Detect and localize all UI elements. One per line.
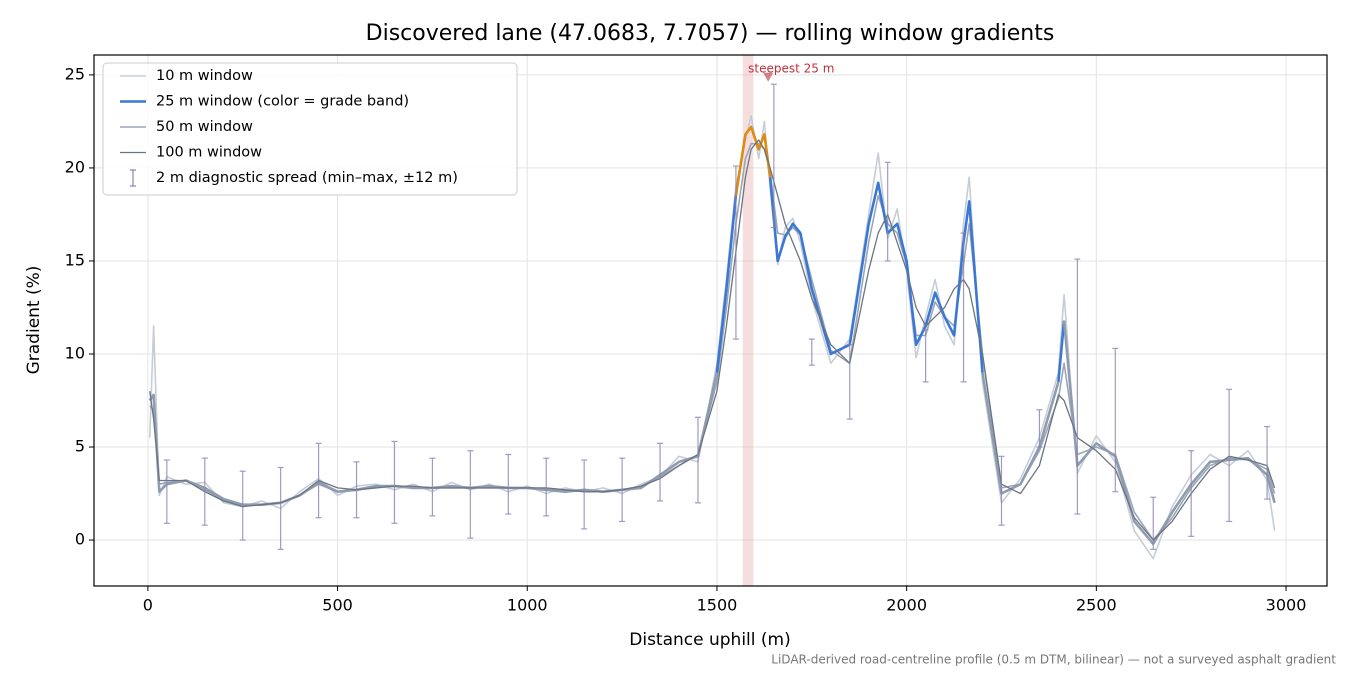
error-bar (1264, 425, 1271, 500)
error-bar (1226, 388, 1233, 523)
legend-label: 10 m window (156, 68, 253, 84)
error-bar (1150, 496, 1157, 550)
error-bar (1036, 409, 1043, 448)
steepest-marker (763, 72, 774, 82)
error-bar (201, 457, 208, 526)
error-bar (998, 455, 1005, 526)
error-bar (770, 83, 777, 229)
error-bar (277, 466, 284, 550)
legend-label: 50 m window (156, 119, 253, 135)
error-bar (657, 442, 664, 502)
legend-label: 2 m diagnostic spread (min–max, ±12 m) (156, 170, 458, 186)
error-bar (922, 329, 929, 383)
legend-label: 25 m window (color = grade band) (156, 94, 409, 110)
error-bar (1074, 258, 1081, 515)
error-bar (808, 338, 815, 366)
error-bar (581, 459, 588, 530)
legend-swatch (130, 169, 136, 187)
series-line (715, 195, 738, 373)
x-tick-label: 1000 (507, 596, 548, 615)
steepest-band (742, 55, 754, 586)
error-bar (619, 457, 626, 523)
series-line (149, 139, 1276, 541)
error-bar (1188, 450, 1195, 537)
x-axis-label: Distance uphill (m) (629, 630, 790, 650)
y-tick-label: 5 (75, 437, 85, 456)
x-tick-label: 1500 (697, 596, 738, 615)
error-bar (467, 450, 474, 539)
error-bar (884, 161, 891, 262)
error-bar (732, 165, 739, 340)
y-tick-label: 0 (75, 530, 85, 549)
y-tick-label: 25 (65, 64, 85, 83)
x-tick-label: 3000 (1266, 596, 1307, 615)
error-bar (353, 461, 360, 519)
error-bar (543, 457, 550, 517)
steepest-label: steepest 25 m (748, 61, 834, 75)
error-bar (163, 459, 170, 524)
legend-box (102, 62, 518, 196)
series-line (734, 125, 772, 196)
y-tick-label: 20 (65, 157, 85, 176)
error-bar (1112, 347, 1119, 493)
error-bar (315, 442, 322, 519)
legend-label: 100 m window (156, 145, 262, 161)
footnote: LiDAR-derived road-centreline profile (0… (771, 653, 1336, 667)
error-bar (391, 440, 398, 524)
y-tick-label: 10 (65, 343, 85, 362)
x-tick-label: 500 (322, 596, 353, 615)
plot-frame (93, 54, 1328, 587)
series-line (981, 372, 1060, 495)
error-bar (239, 470, 246, 541)
error-bar (429, 457, 436, 517)
error-bar (846, 344, 853, 420)
x-tick-label: 2500 (1076, 596, 1117, 615)
y-axis-label: Gradient (%) (24, 266, 44, 375)
error-bar (505, 453, 512, 515)
chart-title: Discovered lane (47.0683, 7.7057) — roll… (366, 21, 1055, 46)
error-bar (694, 416, 701, 504)
series-line (1062, 320, 1276, 546)
x-tick-label: 0 (143, 596, 153, 615)
x-tick-label: 2000 (886, 596, 927, 615)
y-tick-label: 15 (65, 250, 85, 269)
series-line (1057, 320, 1066, 383)
error-bar (960, 232, 967, 383)
